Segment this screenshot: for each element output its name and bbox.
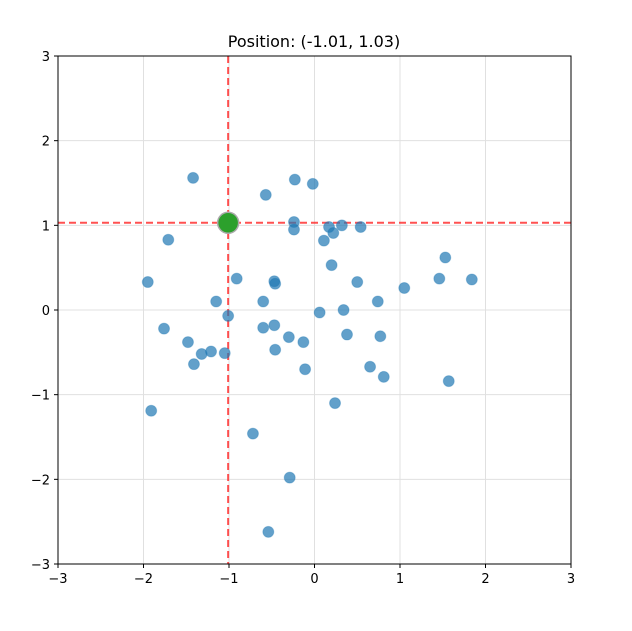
- data-point: [377, 370, 390, 383]
- data-point: [257, 295, 270, 308]
- data-point: [374, 330, 387, 343]
- y-tick-label: −3: [31, 558, 50, 573]
- data-point: [299, 363, 312, 376]
- data-point: [262, 525, 275, 538]
- position-marker-dot[interactable]: [216, 211, 240, 235]
- data-point: [187, 171, 200, 184]
- data-point: [297, 336, 310, 349]
- data-point: [158, 322, 171, 335]
- y-tick-label: 3: [42, 50, 50, 65]
- data-point: [269, 343, 282, 356]
- data-point: [283, 471, 296, 484]
- data-point: [371, 295, 384, 308]
- y-tick-label: 2: [42, 135, 50, 150]
- data-point: [433, 272, 446, 285]
- y-tick-label: 1: [42, 219, 50, 234]
- data-point: [287, 223, 300, 236]
- data-point: [439, 251, 452, 264]
- data-point: [329, 397, 342, 410]
- data-point: [246, 427, 259, 440]
- x-tick-label: −3: [48, 572, 67, 587]
- data-point: [230, 272, 243, 285]
- data-point: [340, 328, 353, 341]
- data-point: [288, 173, 301, 186]
- data-point: [141, 276, 154, 289]
- data-point: [181, 336, 194, 349]
- data-point: [354, 221, 367, 234]
- data-point: [257, 321, 270, 334]
- position-marker[interactable]: [216, 211, 240, 235]
- data-point: [268, 319, 281, 332]
- data-point: [364, 360, 377, 373]
- data-point: [442, 375, 455, 388]
- data-point: [327, 226, 340, 239]
- data-point: [269, 277, 282, 290]
- x-tick-label: −2: [134, 572, 153, 587]
- data-point: [145, 404, 158, 417]
- x-tick-label: 3: [567, 572, 575, 587]
- data-point: [259, 188, 272, 201]
- data-point: [335, 219, 348, 232]
- data-point: [465, 273, 478, 286]
- data-point: [205, 345, 218, 358]
- x-tick-label: 1: [396, 572, 404, 587]
- data-point: [162, 233, 175, 246]
- data-point: [187, 358, 200, 371]
- y-tick-label: 0: [42, 304, 50, 319]
- x-axis-ticks: −3 −2 −1 0 1 2 3: [48, 564, 575, 587]
- data-point: [306, 177, 319, 190]
- x-tick-label: 0: [310, 572, 318, 587]
- y-tick-label: −1: [31, 389, 50, 404]
- scatter-points: [141, 171, 478, 538]
- data-point: [222, 309, 235, 322]
- data-point: [210, 295, 223, 308]
- crosshair-lines: [58, 56, 571, 564]
- data-point: [282, 331, 295, 344]
- x-tick-label: −1: [219, 572, 238, 587]
- chart-title: Position: (-1.01, 1.03): [228, 32, 400, 51]
- data-point: [351, 276, 364, 289]
- data-point: [398, 281, 411, 294]
- data-point: [313, 306, 326, 319]
- data-point: [325, 259, 338, 272]
- data-point: [218, 347, 231, 360]
- y-axis-ticks: −3 −2 −1 0 1 2 3: [31, 50, 58, 573]
- y-tick-label: −2: [31, 473, 50, 488]
- x-tick-label: 2: [481, 572, 489, 587]
- data-point: [337, 304, 350, 316]
- data-point: [317, 234, 330, 247]
